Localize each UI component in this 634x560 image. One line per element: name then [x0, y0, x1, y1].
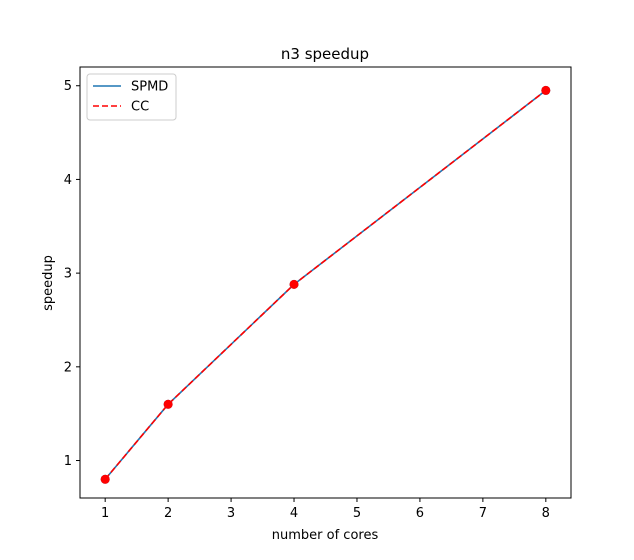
y-tick-label: 4	[64, 173, 72, 188]
x-tick-label: 5	[353, 506, 361, 521]
y-tick-label: 2	[64, 360, 72, 375]
series-layer	[100, 85, 551, 484]
x-axis: 1 2 3 4 5 6 7 8	[101, 498, 550, 521]
x-tick-label: 1	[101, 506, 109, 521]
data-point-cc	[289, 279, 299, 289]
series-line-cc	[104, 89, 547, 480]
chart-title: n3 speedup	[281, 45, 369, 63]
legend: SPMD CC	[86, 73, 177, 121]
x-tick-label: 8	[542, 506, 550, 521]
data-point-cc	[163, 399, 173, 409]
y-tick-label: 3	[64, 267, 72, 282]
x-axis-title: number of cores	[272, 528, 379, 543]
x-tick-label: 6	[416, 506, 424, 521]
data-point-cc	[100, 474, 110, 484]
legend-label-cc: CC	[131, 100, 149, 115]
plot-area	[79, 66, 572, 499]
y-axis-title: speedup	[41, 255, 56, 311]
y-axis: 1 2 3 4 5	[64, 79, 80, 469]
x-tick-label: 3	[227, 506, 235, 521]
y-tick-label: 1	[64, 454, 72, 469]
x-tick-label: 4	[290, 506, 298, 521]
legend-label-spmd: SPMD	[131, 80, 168, 95]
series-line-spmd	[104, 89, 547, 480]
x-tick-label: 2	[164, 506, 172, 521]
x-tick-label: 7	[479, 506, 487, 521]
y-tick-label: 5	[64, 79, 72, 94]
data-point-cc	[541, 85, 551, 95]
